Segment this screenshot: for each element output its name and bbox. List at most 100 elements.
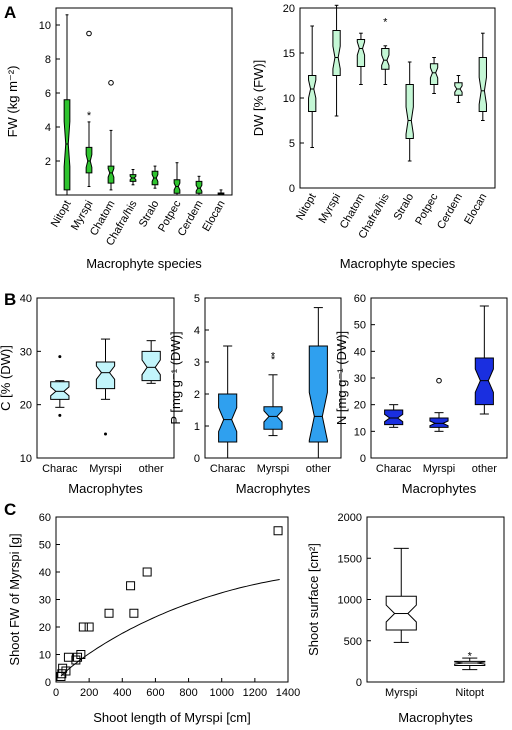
- y-tick-label: 2: [45, 156, 51, 168]
- x-tick-label: 200: [80, 687, 98, 699]
- y-tick-label: 15: [283, 48, 295, 60]
- x-tick-label: 1400: [276, 687, 300, 699]
- box-body: [85, 146, 93, 174]
- y-tick-label: 30: [39, 595, 51, 607]
- scatter-point: [71, 655, 81, 665]
- x-category-label: other: [306, 463, 331, 475]
- outlier-dot: [104, 432, 107, 436]
- y-tick-label: 10: [39, 20, 51, 32]
- y-tick-label: 10: [354, 426, 366, 438]
- box-body: [405, 84, 414, 139]
- x-category-label: Myrspi: [317, 192, 344, 226]
- y-tick-label: 5: [194, 293, 200, 305]
- outlier-star: *: [468, 651, 473, 663]
- outlier-point: [108, 80, 114, 86]
- outlier-star: *: [271, 351, 276, 363]
- box-body: [474, 357, 494, 406]
- y-tick-label: 10: [20, 453, 32, 465]
- scatter-point: [63, 652, 73, 662]
- x-category-label: other: [472, 463, 497, 475]
- box-body: [308, 345, 328, 443]
- x-category-label: Charac: [42, 463, 78, 475]
- x-tick-label: 1200: [243, 687, 267, 699]
- y-tick-label: 40: [354, 346, 366, 358]
- plot-frame: [204, 297, 342, 459]
- plot-frame: [299, 7, 496, 189]
- box-body: [107, 165, 115, 184]
- x-category-label: Myrspi: [385, 687, 417, 699]
- y-tick-label: 60: [354, 293, 366, 305]
- scatter-point: [104, 608, 114, 618]
- x-axis-label: Macrophyte species: [340, 256, 456, 271]
- y-tick-label: 2: [194, 389, 200, 401]
- box-body: [429, 63, 439, 85]
- y-tick-label: 40: [39, 567, 51, 579]
- y-tick-label: 5: [289, 138, 295, 150]
- y-tick-label: 1000: [338, 595, 362, 607]
- scatter-point: [126, 581, 136, 591]
- scatter-point: [78, 622, 88, 632]
- scatter-point: [76, 650, 86, 659]
- x-tick-label: 0: [53, 687, 59, 699]
- y-tick-label: 50: [354, 320, 366, 332]
- y-axis-label: N [mg g⁻¹ (DW)]: [334, 331, 349, 425]
- scatter-point: [142, 567, 152, 577]
- y-tick-label: 0: [356, 677, 362, 689]
- scatter-point: [58, 663, 68, 673]
- outlier-star: *: [383, 17, 388, 29]
- box-body: [381, 48, 390, 70]
- y-tick-label: 60: [39, 512, 51, 524]
- y-tick-label: 2000: [338, 512, 362, 524]
- y-tick-label: 0: [289, 183, 295, 195]
- x-category-label: Nitopt: [294, 192, 319, 223]
- box-body: [218, 393, 238, 443]
- y-tick-label: 0: [45, 677, 51, 689]
- y-tick-label: 40: [20, 293, 32, 305]
- y-tick-label: 8: [45, 54, 51, 66]
- outlier-star: *: [87, 110, 92, 122]
- plot-frame: [36, 297, 175, 459]
- box-body: [50, 381, 70, 400]
- scatter-point: [273, 526, 283, 536]
- scatter-point: [84, 622, 94, 632]
- outlier-point: [436, 377, 442, 384]
- y-tick-label: 4: [194, 325, 200, 337]
- x-axis-label: Shoot length of Myrspi [cm]: [93, 710, 251, 725]
- box-body: [63, 99, 71, 191]
- box-body: [332, 30, 341, 76]
- box-body: [384, 409, 404, 426]
- y-axis-label: Shoot surface [cm²]: [306, 543, 321, 656]
- x-tick-label: 400: [113, 687, 131, 699]
- x-category-label: Elocan: [462, 192, 489, 227]
- x-axis-label: Macrophytes: [402, 481, 477, 496]
- y-axis-label: DW [% (FW)]: [251, 60, 266, 137]
- y-tick-label: 20: [283, 3, 295, 15]
- y-tick-label: 20: [20, 400, 32, 412]
- y-tick-label: 3: [194, 357, 200, 369]
- x-axis-label: Macrophytes: [236, 481, 311, 496]
- scatter-point: [61, 666, 71, 676]
- fit-curve: [60, 579, 280, 677]
- x-axis-label: Macrophyte species: [86, 256, 202, 271]
- x-category-label: Nitopt: [455, 687, 484, 699]
- box-body: [141, 350, 161, 382]
- x-axis-label: Macrophytes: [68, 481, 143, 496]
- y-tick-label: 20: [39, 622, 51, 634]
- outlier-star: *: [271, 354, 276, 366]
- x-axis-label: Macrophytes: [398, 710, 473, 725]
- x-category-label: Stralo: [392, 192, 417, 223]
- x-tick-label: 800: [179, 687, 197, 699]
- x-category-label: Myrspi: [257, 463, 289, 475]
- plot-frame: [55, 516, 289, 683]
- y-tick-label: 1: [194, 421, 200, 433]
- plot-frame: [55, 7, 233, 196]
- y-tick-label: 0: [360, 453, 366, 465]
- chart-b-c: 10 20 30 40 C [% (DW)] Macrophytes Charac Myrsp…: [0, 293, 175, 496]
- x-category-label: Elocan: [200, 199, 227, 234]
- chart-a-right: 0 5 10 15 20 DW [% (FW)] Macrophyte species Nit…: [251, 3, 496, 271]
- box-body: [308, 75, 317, 112]
- x-category-label: other: [139, 463, 164, 475]
